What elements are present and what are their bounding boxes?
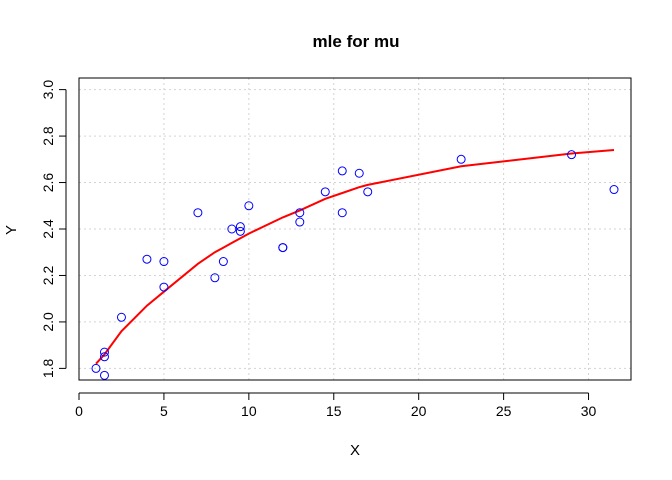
y-tick-label: 2.4 [40,219,56,239]
x-tick-label: 30 [581,403,597,419]
data-point [295,208,305,218]
data-point [609,185,619,195]
data-point [99,370,109,380]
x-tick-label: 25 [496,403,512,419]
fit-line-group [95,149,615,365]
points-group [91,150,619,380]
data-point [354,168,364,178]
x-tick-label: 5 [160,403,168,419]
plot-frame [78,77,632,381]
data-point [159,257,169,267]
y-tick-label: 3.0 [40,80,56,100]
x-tick-label: 20 [411,403,427,419]
data-point [235,222,245,232]
y-tick-label: 2.2 [40,266,56,286]
x-axis: 0 5 10 15 20 25 30 [75,392,597,419]
data-point [320,187,330,197]
data-point [99,352,109,362]
fit-line [95,149,615,365]
data-point [159,282,169,292]
data-point [456,154,466,164]
data-point [244,201,254,211]
data-point [193,208,203,218]
data-point [91,363,101,373]
x-tick-label: 15 [326,403,342,419]
y-axis: 1.8 2.0 2.2 2.4 2.6 2.8 3.0 [40,80,67,378]
data-point [295,217,305,227]
data-point [567,150,577,160]
data-point [235,226,245,236]
data-point [218,257,228,267]
data-point [227,224,237,234]
x-axis-label: X [350,442,360,459]
data-point [337,208,347,218]
y-tick-label: 2.6 [40,173,56,193]
y-tick-label: 1.8 [40,358,56,378]
data-point [337,166,347,176]
grid [78,78,631,380]
data-point [278,243,288,253]
y-tick-label: 2.8 [40,126,56,146]
data-point [99,347,109,357]
y-axis-label: Y [3,225,20,235]
data-point [363,187,373,197]
data-point [210,273,220,283]
y-tick-label: 2.0 [40,312,56,332]
x-tick-label: 0 [75,403,83,419]
data-point [142,254,152,264]
data-point [116,312,126,322]
chart-title: mle for mu [313,32,400,51]
x-tick-label: 10 [241,403,257,419]
